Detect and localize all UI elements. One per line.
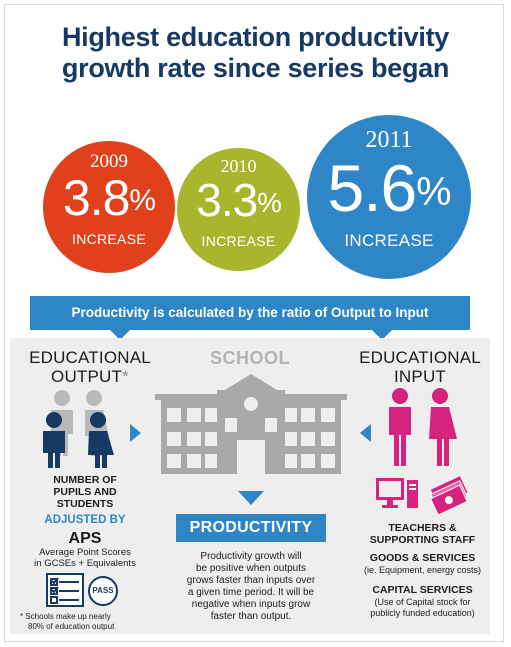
input-heading-line-2: INPUT: [394, 367, 446, 386]
productivity-description: Productivity growth will be positive whe…: [186, 551, 316, 622]
capital-description: (Use of Capital stock for publicly funde…: [370, 597, 475, 618]
arrow-right-icon: [130, 424, 141, 442]
pupils-label: NUMBER OF PUPILS AND STUDENTS: [53, 474, 117, 510]
teachers-label: TEACHERS & SUPPORTING STAFF: [369, 522, 476, 546]
ratio-banner: Productivity is calculated by the ratio …: [30, 296, 470, 330]
exam-paper-icon: [46, 573, 84, 607]
arrow-down-icon: [238, 491, 264, 505]
stat-unit: %: [129, 184, 156, 217]
banner-arrow-left: [110, 330, 130, 340]
stat-label: INCREASE: [344, 231, 434, 250]
goods-label: GOODS & SERVICES: [369, 552, 476, 564]
money-icon: [429, 476, 469, 516]
stat-year: 2010: [220, 156, 257, 176]
stat-value: 3.8%: [43, 171, 175, 225]
stat-circle-2011: 2011 5.6% INCREASE: [307, 115, 471, 279]
productivity-label: PRODUCTIVITY: [176, 514, 326, 542]
title-line-1: Highest education productivity: [61, 22, 450, 52]
goods-description: (ie. Equipment, energy costs): [363, 565, 482, 575]
aps-description: Average Point Scores in GCSEs + Equivale…: [34, 547, 136, 569]
page-title: Highest education productivity growth ra…: [0, 22, 511, 84]
footnote: * Schools make up nearly 80% of educatio…: [20, 612, 115, 631]
adjusted-by-label: ADJUSTED BY: [44, 514, 126, 526]
stat-number: 3.3: [196, 174, 258, 226]
stat-label: INCREASE: [72, 231, 146, 247]
people-icon: [43, 390, 114, 468]
banner-arrow-right: [372, 330, 392, 340]
pass-stamp-icon: PASS: [88, 576, 118, 606]
capital-label: CAPITAL SERVICES: [372, 584, 473, 596]
stat-label: INCREASE: [201, 233, 276, 249]
computer-icon: [376, 478, 418, 508]
stat-unit: %: [416, 169, 451, 214]
stat-year: 2009: [90, 151, 128, 172]
stat-unit: %: [257, 186, 282, 218]
stat-year: 2011: [365, 127, 413, 153]
arrow-left-icon: [360, 424, 371, 442]
aps-label: APS: [68, 530, 102, 547]
output-heading-line-2: OUTPUT*: [51, 367, 129, 386]
stamp-text: PASS: [92, 586, 114, 595]
school-heading: SCHOOL: [209, 348, 290, 368]
stat-number: 5.6: [327, 151, 418, 225]
stat-number: 3.8: [62, 170, 131, 226]
people-icon: [389, 388, 457, 466]
school-building-icon: [155, 374, 347, 474]
output-heading: EDUCATIONAL OUTPUT*: [20, 348, 160, 386]
output-heading-line-1: EDUCATIONAL: [29, 348, 151, 367]
input-heading: EDUCATIONAL INPUT: [350, 348, 490, 386]
input-heading-line-1: EDUCATIONAL: [359, 348, 481, 367]
stat-circle-2009: 2009 3.8% INCREASE: [43, 141, 175, 273]
asterisk: *: [122, 367, 129, 386]
stat-value: 3.3%: [177, 175, 300, 225]
title-line-2: growth rate since series began: [61, 53, 450, 83]
stat-value: 5.6%: [307, 153, 471, 223]
stat-circle-2010: 2010 3.3% INCREASE: [177, 148, 300, 271]
